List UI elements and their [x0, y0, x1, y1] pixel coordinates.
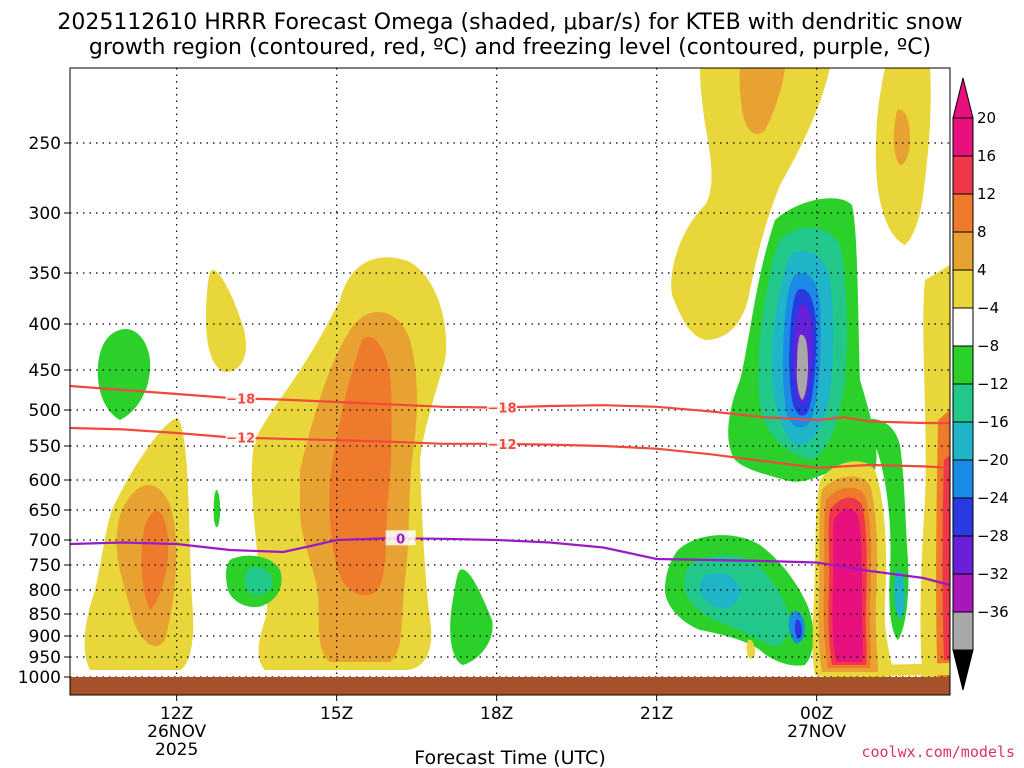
colorbar-segment-11	[952, 535, 974, 575]
contour-freezing-level	[70, 537, 950, 587]
contour-lines: −18 −18 −12 −12 0	[70, 384, 950, 587]
colorbar-label-9: −20	[977, 451, 1009, 469]
colorbar-label-0: 20	[977, 109, 996, 127]
colorbar-segment-8	[952, 421, 974, 461]
x-tick-date-00Z: 27NOV	[787, 722, 846, 742]
colorbar-segment-10	[952, 497, 974, 537]
y-tick-label-550: 550	[29, 437, 61, 457]
omega-region-far-right-upper-orange	[893, 109, 910, 165]
omega-region-bottom-strip	[880, 663, 950, 676]
omega-region-right-upper-orange	[739, 68, 785, 134]
colorbar-label-10: −24	[977, 489, 1009, 507]
x-tick-date-12Z: 26NOV	[147, 722, 206, 742]
colorbar-label-13: −36	[977, 603, 1009, 621]
colorbar-label-8: −16	[977, 413, 1009, 431]
colorbar-segment-6	[952, 345, 974, 385]
plot-area: −18 −18 −12 −12 0	[70, 68, 950, 695]
x-tick-year-12Z: 2025	[155, 740, 198, 760]
x-tick-label-21Z: 21Z	[640, 704, 673, 724]
colorbar-label-5: −4	[977, 299, 999, 317]
chart-title-line1: 2025112610 HRRR Forecast Omega (shaded, …	[57, 10, 962, 35]
omega-region-left-center	[141, 510, 169, 610]
omega-region-green-18z	[450, 569, 493, 665]
colorbar-segment-13	[952, 611, 974, 651]
y-tick-label-350: 350	[29, 264, 61, 284]
x-axis-label: Forecast Time (UTC)	[414, 747, 605, 768]
colorbar-label-4: 4	[977, 261, 987, 279]
y-tick-label-1000: 1000	[18, 668, 61, 688]
colorbar-segment-5	[952, 307, 974, 347]
colorbar-bottom-arrow	[952, 649, 974, 691]
omega-region-13z	[205, 269, 246, 372]
omega-region-cyan-tail	[894, 569, 905, 619]
omega-region-thin-green	[213, 489, 221, 528]
colorbar-label-11: −28	[977, 527, 1009, 545]
y-tick-label-300: 300	[29, 204, 61, 224]
contour-label-bg-dgz-minus12-0	[225, 429, 256, 445]
y-tick-label-950: 950	[29, 648, 61, 668]
omega-region-grey-01z	[796, 334, 808, 400]
y-tick-label-700: 700	[29, 531, 61, 551]
contour-label-dgz-minus12-1: −12	[488, 438, 517, 453]
y-tick-label-400: 400	[29, 315, 61, 335]
gridlines	[70, 68, 950, 678]
colorbar-segment-7	[952, 383, 974, 423]
contour-label-dgz-minus18-1: −18	[488, 401, 517, 416]
omega-region-right-edge-red	[942, 455, 950, 660]
x-tick-label-12Z: 12Z	[160, 704, 193, 724]
omega-region-teal-14z	[244, 566, 272, 595]
colorbar-label-12: −32	[977, 565, 1009, 583]
contour-label-bg-dgz-minus12-1	[487, 435, 517, 451]
colorbar-top-arrow	[952, 77, 974, 119]
colorbar-label-3: 8	[977, 223, 987, 241]
y-tick-label-250: 250	[29, 134, 61, 154]
colorbar-segment-1	[952, 155, 974, 195]
y-tick-label-850: 850	[29, 605, 61, 625]
colorbar-segment-12	[952, 573, 974, 613]
colorbar-label-1: 16	[977, 147, 996, 165]
colorbar-segment-3	[952, 231, 974, 271]
colorbar-segment-2	[952, 193, 974, 233]
colorbar-label-6: −8	[977, 337, 999, 355]
contour-label-bg-dgz-minus18-1	[487, 399, 517, 415]
omega-region-right-upper-yellow	[671, 68, 830, 340]
omega-region-small-yellow-00z	[746, 639, 755, 659]
colorbar: 20 16 12 8 4 −4 −8 −12 −16 −20 −24 −28 −32 −36	[952, 77, 1009, 691]
y-tick-label-750: 750	[29, 556, 61, 576]
y-tick-label-450: 450	[29, 361, 61, 381]
contour-label-dgz-minus18-0: −18	[226, 392, 255, 407]
y-tick-label-600: 600	[29, 471, 61, 491]
contour-label-freezing-level-0: 0	[396, 532, 405, 547]
omega-region-lower-blue	[794, 619, 802, 639]
colorbar-segment-9	[952, 459, 974, 499]
omega-region-lower-cyan	[699, 573, 741, 609]
contour-label-bg-dgz-minus18-0	[225, 390, 256, 406]
ground-band	[70, 677, 950, 695]
y-tick-label-900: 900	[29, 627, 61, 647]
y-tick-label-650: 650	[29, 501, 61, 521]
x-tick-label-18Z: 18Z	[480, 704, 513, 724]
y-tick-label-500: 500	[29, 401, 61, 421]
chart-title-line2: growth region (contoured, red, ºC) and f…	[89, 35, 931, 60]
contour-label-dgz-minus12-0: −12	[226, 432, 255, 447]
omega-region-pink-core	[832, 508, 863, 662]
colorbar-segment-0	[952, 117, 974, 157]
colorbar-label-2: 12	[977, 185, 996, 203]
omega-region-green-11z	[97, 329, 151, 420]
x-tick-label-15Z: 15Z	[320, 704, 353, 724]
plot-border	[69, 67, 951, 696]
x-tick-label-00Z: 00Z	[800, 704, 833, 724]
y-tick-label-800: 800	[29, 581, 61, 601]
y-axis: 2503003504004505005506006507007508008509…	[18, 134, 70, 688]
credit-text: coolwx.com/models	[861, 743, 1015, 761]
colorbar-label-7: −12	[977, 375, 1009, 393]
contour-label-bg-freezing-level-0	[385, 530, 416, 546]
contour-dgz-minus12	[70, 426, 950, 469]
colorbar-segment-4	[952, 269, 974, 309]
